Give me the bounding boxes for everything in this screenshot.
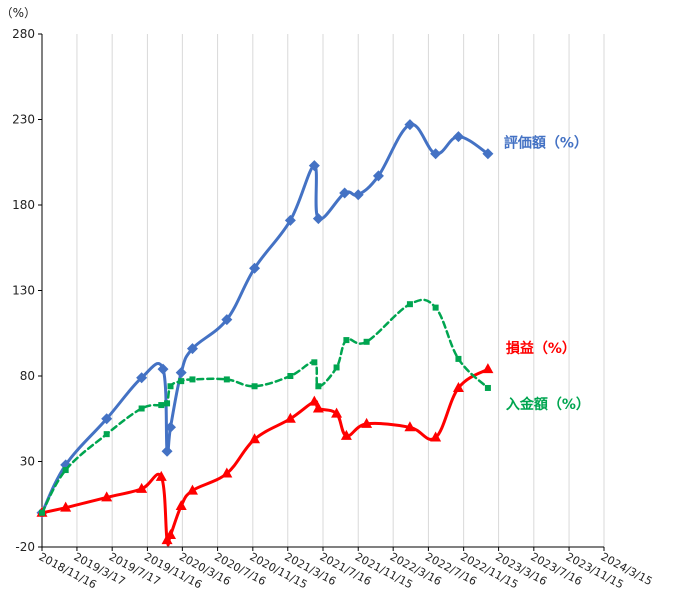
data-point <box>331 407 343 418</box>
data-point <box>103 431 110 438</box>
series-line <box>40 123 490 515</box>
data-point <box>406 301 413 308</box>
y-tick-label: 180 <box>12 198 35 212</box>
series-group <box>36 119 494 547</box>
y-tick-label: 30 <box>20 455 35 469</box>
data-point <box>482 148 494 160</box>
data-point <box>284 214 296 226</box>
data-point <box>249 262 261 274</box>
series-line <box>40 367 490 547</box>
data-point <box>287 373 294 379</box>
data-point <box>157 363 169 375</box>
data-point <box>251 383 258 390</box>
data-point <box>175 499 187 510</box>
data-point <box>312 213 324 225</box>
data-point <box>136 372 148 384</box>
data-point <box>372 170 384 182</box>
data-point <box>155 470 167 481</box>
axes: -203080130180230280（%）2018/11/162019/3/1… <box>1 6 655 591</box>
series-label: 入金額（%） <box>506 396 590 413</box>
data-point <box>101 413 113 425</box>
y-tick-label: 280 <box>12 27 35 41</box>
series-1 <box>36 363 494 547</box>
y-tick-label: -20 <box>15 540 35 554</box>
labels: 評価額（%） 損益（%） 入金額（%） <box>504 135 590 413</box>
data-point <box>186 484 198 495</box>
data-point <box>308 160 320 172</box>
data-point <box>39 509 45 516</box>
data-point <box>340 429 352 440</box>
data-point <box>333 364 340 371</box>
data-point <box>60 501 72 512</box>
data-point <box>161 445 173 457</box>
series-label: 損益（%） <box>506 340 576 357</box>
data-point <box>62 467 69 474</box>
data-point <box>223 376 230 383</box>
data-point <box>158 402 165 409</box>
data-point <box>452 131 464 143</box>
data-point <box>165 529 177 540</box>
data-point <box>284 412 296 423</box>
series-0 <box>36 119 494 519</box>
data-point <box>430 148 442 160</box>
data-point <box>175 367 187 379</box>
data-point <box>138 405 145 412</box>
data-point <box>308 395 320 406</box>
data-point <box>221 467 233 478</box>
data-point <box>164 400 171 407</box>
data-point <box>484 384 491 391</box>
data-point <box>136 482 148 493</box>
data-point <box>361 417 373 428</box>
data-point <box>430 431 442 442</box>
data-point <box>452 381 464 392</box>
series-line <box>40 298 490 515</box>
data-point <box>404 421 416 432</box>
data-point <box>189 376 196 383</box>
data-point <box>455 355 462 362</box>
data-point <box>167 383 174 390</box>
data-point <box>404 119 416 131</box>
data-point <box>339 187 351 199</box>
data-point <box>186 343 198 355</box>
series-2 <box>39 298 491 516</box>
data-point <box>352 189 364 201</box>
data-point <box>311 359 318 366</box>
grid <box>41 34 605 547</box>
y-unit-label: （%） <box>1 6 36 20</box>
y-tick-label: 130 <box>12 284 35 298</box>
data-point <box>432 304 439 311</box>
data-point <box>165 421 177 433</box>
data-point <box>221 314 233 326</box>
series-label: 評価額（%） <box>504 135 588 152</box>
data-point <box>101 491 113 502</box>
data-point <box>249 433 261 444</box>
data-point <box>161 534 173 545</box>
y-tick-label: 80 <box>20 369 35 383</box>
data-point <box>343 337 350 344</box>
data-point <box>482 363 494 374</box>
data-point <box>315 383 322 390</box>
data-point <box>312 402 324 413</box>
y-tick-label: 230 <box>12 113 35 127</box>
data-point <box>178 378 185 385</box>
data-point <box>363 338 370 345</box>
